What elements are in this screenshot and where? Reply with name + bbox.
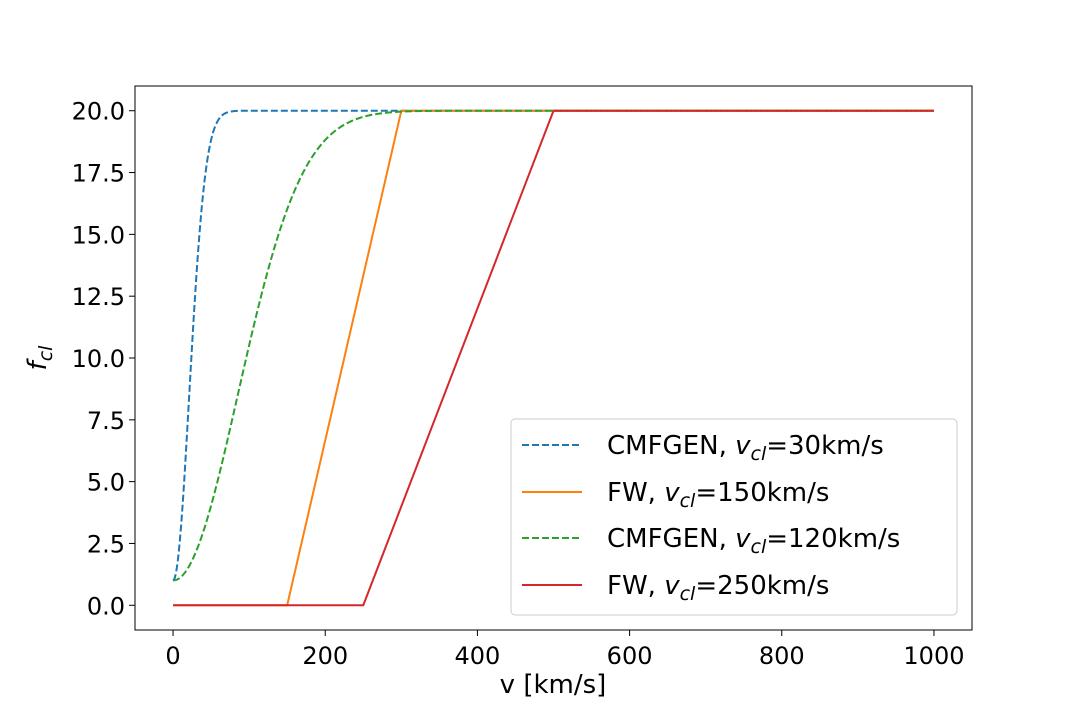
legend-label-var: v bbox=[664, 571, 680, 601]
legend-label-var: v bbox=[735, 431, 751, 461]
y-tick-label: 0.0 bbox=[87, 592, 125, 620]
legend-label-subscript: cl bbox=[751, 443, 767, 465]
x-tick-label: 0 bbox=[165, 642, 180, 670]
legend-label-prefix: CMFGEN, bbox=[607, 431, 735, 461]
x-tick-label: 800 bbox=[759, 642, 805, 670]
y-tick-label: 2.5 bbox=[87, 530, 125, 558]
legend-label-prefix: FW, bbox=[607, 571, 664, 601]
x-axis-ticks: 0 200 400 600 800 1000 bbox=[165, 630, 964, 670]
x-tick-label: 600 bbox=[607, 642, 653, 670]
legend-label-suffix: =30km/s bbox=[766, 431, 884, 461]
legend-label-3: CMFGEN, vcl=120km/s bbox=[607, 524, 900, 558]
legend-label-var: v bbox=[664, 478, 680, 508]
y-tick-label: 7.5 bbox=[87, 407, 125, 435]
x-axis-label: v [km/s] bbox=[500, 670, 607, 700]
legend-label-1: CMFGEN, vcl=30km/s bbox=[607, 431, 884, 465]
y-tick-label: 20.0 bbox=[72, 98, 125, 126]
series-line-4 bbox=[173, 109, 934, 607]
y-axis-ticks: 0.0 2.5 5.0 7.5 10.0 12.5 15.0 17.5 20.0 bbox=[72, 98, 135, 620]
legend-label-4: FW, vcl=250km/s bbox=[607, 571, 829, 605]
x-tick-label: 400 bbox=[455, 642, 501, 670]
y-tick-label: 5.0 bbox=[87, 469, 125, 497]
legend-label-subscript: cl bbox=[680, 490, 696, 512]
legend-entries: CMFGEN, vcl=30km/sFW, vcl=150km/sCMFGEN,… bbox=[522, 431, 900, 605]
legend-label-subscript: cl bbox=[680, 583, 696, 605]
legend-label-2: FW, vcl=150km/s bbox=[607, 478, 829, 512]
legend: CMFGEN, vcl=30km/sFW, vcl=150km/sCMFGEN,… bbox=[510, 418, 958, 616]
x-tick-label: 1000 bbox=[903, 642, 964, 670]
series-layer bbox=[172, 109, 934, 607]
y-axis-label: fcl bbox=[23, 345, 57, 371]
y-tick-label: 10.0 bbox=[72, 345, 125, 373]
legend-label-suffix: =150km/s bbox=[695, 478, 829, 508]
y-tick-label: 17.5 bbox=[72, 160, 125, 188]
y-axis-label-subscript: cl bbox=[35, 345, 57, 361]
legend-label-prefix: FW, bbox=[607, 478, 664, 508]
legend-box bbox=[510, 418, 958, 616]
legend-label-prefix: CMFGEN, bbox=[607, 524, 735, 554]
legend-label-suffix: =250km/s bbox=[695, 571, 829, 601]
legend-label-var: v bbox=[735, 524, 751, 554]
legend-label-suffix: =120km/s bbox=[766, 524, 900, 554]
legend-label-subscript: cl bbox=[751, 536, 767, 558]
y-tick-label: 12.5 bbox=[72, 283, 125, 311]
series-line-1 bbox=[172, 109, 934, 582]
y-tick-label: 15.0 bbox=[72, 221, 125, 249]
x-tick-label: 200 bbox=[302, 642, 348, 670]
